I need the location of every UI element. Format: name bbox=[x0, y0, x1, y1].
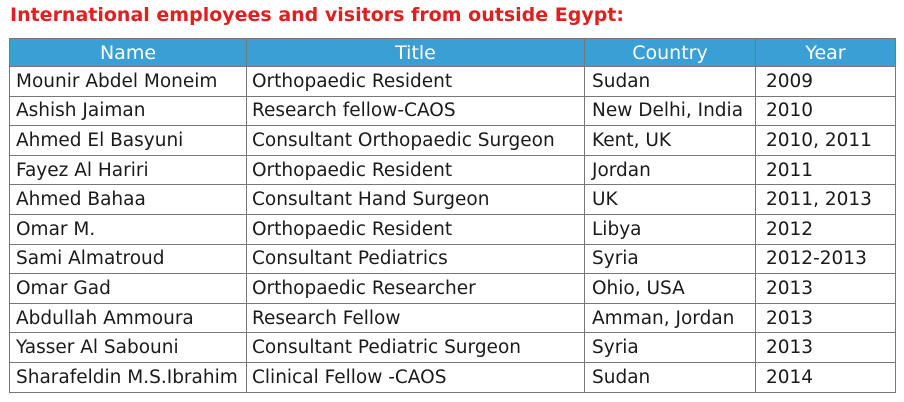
cell-country: Ohio, USA bbox=[584, 273, 756, 304]
cell-country: Jordan bbox=[584, 154, 756, 186]
cell-title: Orthopaedic Researcher bbox=[246, 273, 585, 304]
cell-name: Sami Almatroud bbox=[9, 243, 247, 275]
cell-title: Consultant Orthopaedic Surgeon bbox=[246, 125, 585, 156]
cell-year: 2013 bbox=[755, 273, 896, 304]
cell-title: Orthopaedic Resident bbox=[246, 154, 585, 186]
cell-country: Syria bbox=[584, 332, 756, 363]
cell-name: Fayez Al Hariri bbox=[9, 154, 247, 186]
cell-title: Orthopaedic Resident bbox=[246, 213, 585, 245]
cell-year: 2010 bbox=[755, 95, 896, 127]
cell-year: 2013 bbox=[755, 332, 896, 363]
table-row: Fayez Al Hariri Orthopaedic Resident Jor… bbox=[9, 154, 896, 186]
cell-country: Syria bbox=[584, 243, 756, 275]
page-heading: International employees and visitors fro… bbox=[10, 4, 624, 26]
cell-name: Mounir Abdel Moneim bbox=[9, 66, 247, 97]
cell-title: Consultant Pediatrics bbox=[246, 243, 585, 275]
column-header-year: Year bbox=[755, 38, 896, 67]
cell-country: Sudan bbox=[584, 361, 756, 393]
cell-country: Kent, UK bbox=[584, 125, 756, 156]
employees-table: Name Title Country Year Mounir Abdel Mon… bbox=[9, 38, 896, 393]
table-row: Yasser Al Sabouni Consultant Pediatric S… bbox=[9, 332, 896, 363]
cell-country: New Delhi, India bbox=[584, 95, 756, 127]
table-row: Mounir Abdel Moneim Orthopaedic Resident… bbox=[9, 66, 896, 97]
cell-name: Sharafeldin M.S.Ibrahim bbox=[9, 361, 247, 393]
cell-name: Abdullah Ammoura bbox=[9, 302, 247, 334]
cell-country: Libya bbox=[584, 213, 756, 245]
table-row: Ahmed Bahaa Consultant Hand Surgeon UK 2… bbox=[9, 184, 896, 215]
cell-year: 2011 bbox=[755, 154, 896, 186]
column-header-name: Name bbox=[9, 38, 247, 67]
cell-name: Yasser Al Sabouni bbox=[9, 332, 247, 363]
table-header-row: Name Title Country Year bbox=[9, 38, 896, 67]
cell-title: Clinical Fellow -CAOS bbox=[246, 361, 585, 393]
cell-country: UK bbox=[584, 184, 756, 215]
cell-year: 2012 bbox=[755, 213, 896, 245]
table-row: Abdullah Ammoura Research Fellow Amman, … bbox=[9, 302, 896, 334]
cell-name: Ashish Jaiman bbox=[9, 95, 247, 127]
cell-title: Orthopaedic Resident bbox=[246, 66, 585, 97]
cell-name: Omar Gad bbox=[9, 273, 247, 304]
cell-name: Ahmed El Basyuni bbox=[9, 125, 247, 156]
table-row: Sharafeldin M.S.Ibrahim Clinical Fellow … bbox=[9, 361, 896, 393]
cell-title: Research fellow-CAOS bbox=[246, 95, 585, 127]
cell-year: 2014 bbox=[755, 361, 896, 393]
cell-name: Ahmed Bahaa bbox=[9, 184, 247, 215]
cell-country: Amman, Jordan bbox=[584, 302, 756, 334]
cell-title: Consultant Pediatric Surgeon bbox=[246, 332, 585, 363]
cell-year: 2012-2013 bbox=[755, 243, 896, 275]
cell-year: 2011, 2013 bbox=[755, 184, 896, 215]
column-header-title: Title bbox=[246, 38, 585, 67]
cell-title: Consultant Hand Surgeon bbox=[246, 184, 585, 215]
cell-year: 2010, 2011 bbox=[755, 125, 896, 156]
cell-year: 2009 bbox=[755, 66, 896, 97]
table-row: Omar M. Orthopaedic Resident Libya 2012 bbox=[9, 213, 896, 245]
table-row: Sami Almatroud Consultant Pediatrics Syr… bbox=[9, 243, 896, 275]
table-row: Ahmed El Basyuni Consultant Orthopaedic … bbox=[9, 125, 896, 156]
cell-year: 2013 bbox=[755, 302, 896, 334]
cell-title: Research Fellow bbox=[246, 302, 585, 334]
cell-name: Omar M. bbox=[9, 213, 247, 245]
table-row: Ashish Jaiman Research fellow-CAOS New D… bbox=[9, 95, 896, 127]
cell-country: Sudan bbox=[584, 66, 756, 97]
column-header-country: Country bbox=[584, 38, 756, 67]
table-row: Omar Gad Orthopaedic Researcher Ohio, US… bbox=[9, 273, 896, 304]
